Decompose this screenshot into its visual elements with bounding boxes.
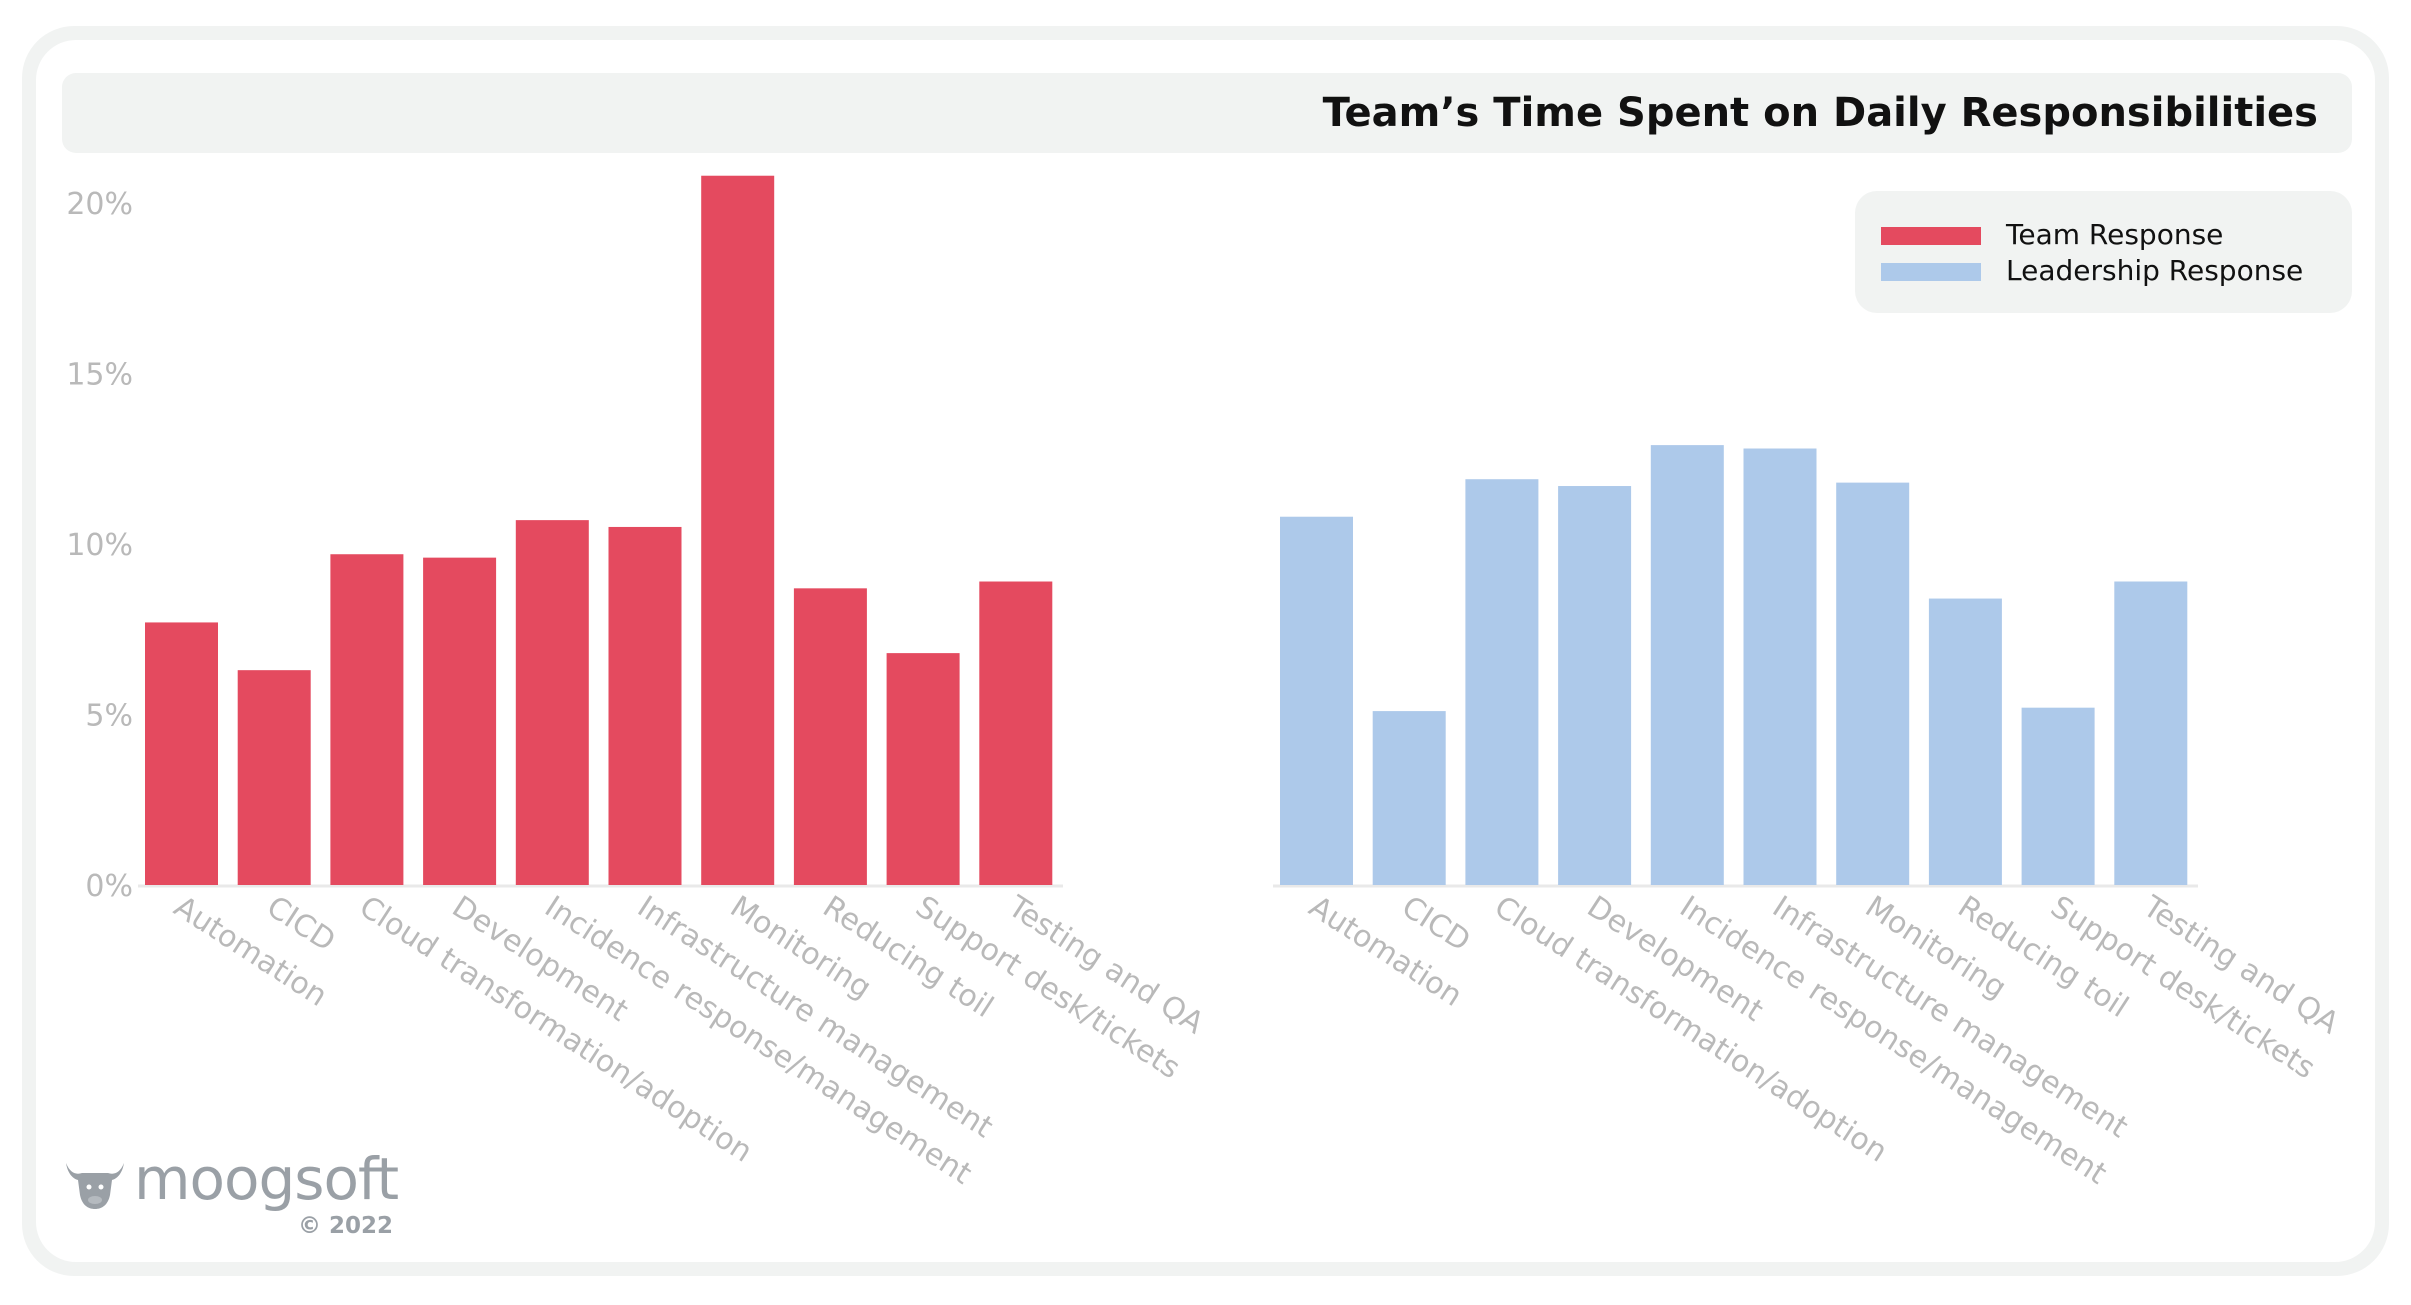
- y-axis: 0% 5% 10% 15% 20%: [66, 187, 133, 904]
- team-bar-reducing-toil: [793, 588, 867, 885]
- leadership-bar-development: [1558, 486, 1632, 885]
- leadership-bar-reducing-toil: [1928, 598, 2002, 885]
- chart-title: Team’s Time Spent on Daily Responsibilit…: [1322, 90, 2318, 136]
- team-bar-incidence-response-management: [515, 520, 589, 885]
- copyright: © 2022: [298, 1213, 394, 1239]
- team-bar-automation: [145, 622, 218, 885]
- y-tick-label-15: 15%: [66, 358, 133, 393]
- legend-label-team: Team Response: [2006, 218, 2224, 251]
- y-tick-label-10: 10%: [66, 528, 133, 563]
- leadership-bar-infrastructure-management: [1743, 448, 1817, 885]
- legend: Team Response Leadership Response: [1855, 191, 2352, 313]
- leadership-bar-automation: [1280, 516, 1353, 885]
- team-bar-infrastructure-management: [608, 526, 682, 885]
- bull-head-icon: [66, 1163, 124, 1209]
- y-tick-label-0: 0%: [85, 869, 133, 904]
- leadership-bar-testing-and-qa: [2114, 581, 2188, 885]
- y-tick-label-5: 5%: [85, 699, 133, 734]
- team-bar-development: [423, 557, 497, 885]
- team-bar-cicd: [237, 670, 311, 885]
- leadership-bar-monitoring: [1836, 482, 1910, 885]
- leadership-bar-cicd: [1372, 711, 1446, 885]
- title-bar: Team’s Time Spent on Daily Responsibilit…: [62, 73, 2352, 153]
- legend-swatch-leadership: [1881, 263, 1981, 281]
- y-tick-label-20: 20%: [66, 187, 133, 222]
- brand-name: moogsoft: [134, 1145, 399, 1213]
- brand-logo: moogsoft © 2022: [62, 1145, 402, 1245]
- legend-label-leadership: Leadership Response: [2006, 254, 2304, 287]
- leadership-bar-cloud-transformation-adoption: [1465, 479, 1539, 885]
- leadership-bar-incidence-response-management: [1650, 445, 1724, 885]
- legend-swatch-team: [1881, 227, 1981, 245]
- team-bar-testing-and-qa: [979, 581, 1053, 885]
- team-bar-cloud-transformation-adoption: [330, 554, 404, 885]
- team-bar-support-desk-tickets: [886, 653, 960, 885]
- leadership-bar-support-desk-tickets: [2021, 707, 2095, 885]
- team-bar-monitoring: [701, 175, 775, 886]
